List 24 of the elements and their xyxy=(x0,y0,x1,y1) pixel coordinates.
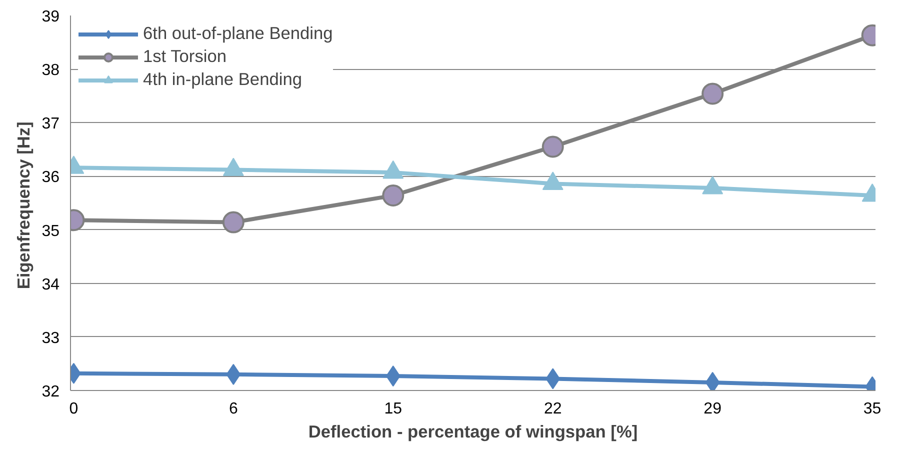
x-tick-label: 15 xyxy=(384,400,402,418)
x-axis-title: Deflection - percentage of wingspan [%] xyxy=(308,422,638,442)
x-tick-label: 0 xyxy=(69,400,78,418)
point xyxy=(705,372,720,390)
legend-label: 1st Torsion xyxy=(143,46,226,67)
y-tick-label: 35 xyxy=(42,222,60,240)
point xyxy=(702,82,724,105)
y-tick-label: 36 xyxy=(42,169,60,186)
y-tick-label: 39 xyxy=(42,8,60,26)
x-tick-label: 22 xyxy=(544,400,562,418)
point xyxy=(382,184,404,206)
y-axis-title: Eigenfrequency [Hz] xyxy=(14,122,34,290)
point xyxy=(222,211,244,234)
legend-label: 4th in-plane Bending xyxy=(143,69,302,90)
x-tick-label: 29 xyxy=(704,400,722,418)
y-tick-label: 37 xyxy=(42,116,60,133)
y-tick-label: 34 xyxy=(42,276,60,294)
y-tick-label: 32 xyxy=(42,384,60,400)
x-tick-label: 35 xyxy=(863,400,882,418)
x-tick-label: 6 xyxy=(228,400,238,418)
point xyxy=(542,136,564,158)
y-tick-label: 38 xyxy=(42,62,60,80)
y-tick-label: 33 xyxy=(42,330,60,347)
legend-label: 6th out-of-plane Bending xyxy=(143,23,333,44)
